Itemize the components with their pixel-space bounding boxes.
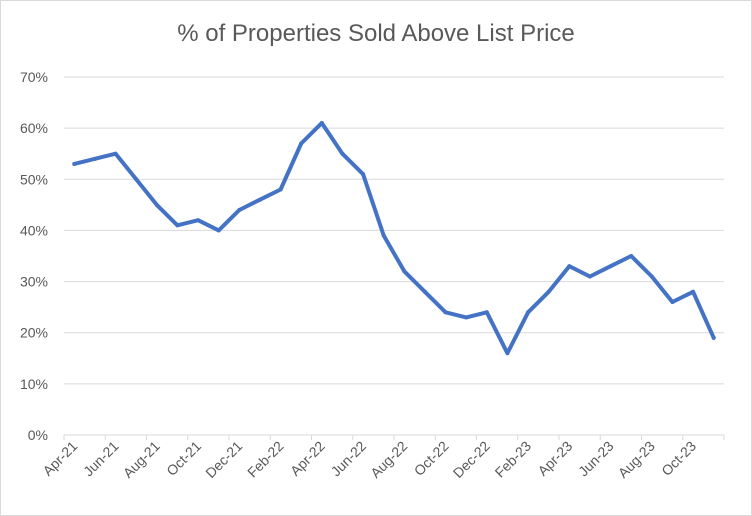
data-point bbox=[567, 264, 572, 269]
x-tick-label: Aug-22 bbox=[367, 438, 410, 481]
x-tick-label: Feb-23 bbox=[492, 438, 535, 481]
data-point bbox=[257, 197, 262, 202]
data-point bbox=[546, 289, 551, 294]
data-point bbox=[526, 310, 531, 315]
data-point bbox=[711, 335, 716, 340]
x-tick-label: Jun-23 bbox=[575, 438, 617, 480]
data-point bbox=[381, 233, 386, 238]
y-tick-label: 40% bbox=[20, 222, 48, 238]
y-tick-label: 70% bbox=[20, 69, 48, 85]
data-point bbox=[629, 254, 634, 258]
chart-title: % of Properties Sold Above List Price bbox=[177, 20, 575, 47]
data-point bbox=[361, 172, 366, 177]
data-point bbox=[422, 289, 427, 294]
gridlines bbox=[64, 76, 724, 385]
data-point bbox=[134, 177, 139, 182]
x-tick-label: Oct-23 bbox=[658, 438, 699, 479]
x-tick-label: Oct-21 bbox=[163, 438, 204, 479]
data-point bbox=[608, 264, 613, 269]
x-tick-label: Dec-22 bbox=[450, 438, 493, 481]
data-point bbox=[319, 121, 324, 126]
x-tick-label: Jun-22 bbox=[328, 438, 370, 480]
x-tick-label: Apr-23 bbox=[534, 438, 575, 479]
data-point bbox=[443, 310, 448, 315]
x-axis bbox=[63, 434, 725, 440]
data-point bbox=[464, 315, 469, 320]
y-tick-label: 50% bbox=[20, 171, 48, 187]
y-tick-label: 60% bbox=[20, 120, 48, 136]
x-tick-label: Dec-21 bbox=[202, 438, 245, 481]
data-point bbox=[175, 223, 180, 228]
data-point bbox=[113, 151, 118, 156]
x-tick-label: Feb-22 bbox=[244, 438, 287, 481]
data-point bbox=[92, 156, 97, 161]
data-point bbox=[691, 289, 696, 294]
x-tick-label: Aug-21 bbox=[120, 438, 163, 481]
y-tick-label: 10% bbox=[20, 376, 48, 392]
series-line bbox=[72, 121, 716, 356]
data-point bbox=[278, 187, 283, 192]
x-tick-label: Jun-21 bbox=[80, 438, 122, 480]
data-point bbox=[670, 300, 675, 305]
data-point bbox=[340, 151, 345, 156]
y-tick-label: 30% bbox=[20, 274, 48, 290]
y-tick-label: 20% bbox=[20, 325, 48, 341]
data-point bbox=[299, 141, 304, 146]
data-point bbox=[196, 218, 201, 223]
data-point bbox=[505, 351, 510, 356]
series-layer bbox=[72, 121, 716, 356]
data-point bbox=[237, 207, 242, 212]
data-point bbox=[649, 274, 654, 279]
data-point bbox=[587, 274, 592, 279]
data-point bbox=[72, 161, 77, 166]
x-tick-label: Aug-23 bbox=[615, 438, 658, 481]
x-tick-label: Oct-22 bbox=[411, 438, 452, 479]
data-point bbox=[484, 310, 489, 315]
data-point bbox=[402, 269, 407, 274]
y-axis-ticks: 0% 10% 20% 30% 40% 50% 60% 70% bbox=[20, 69, 48, 443]
data-point bbox=[154, 202, 159, 207]
data-point bbox=[216, 228, 221, 233]
y-tick-label: 0% bbox=[28, 427, 48, 443]
x-tick-label: Apr-21 bbox=[39, 438, 80, 479]
x-tick-label: Apr-22 bbox=[287, 438, 328, 479]
